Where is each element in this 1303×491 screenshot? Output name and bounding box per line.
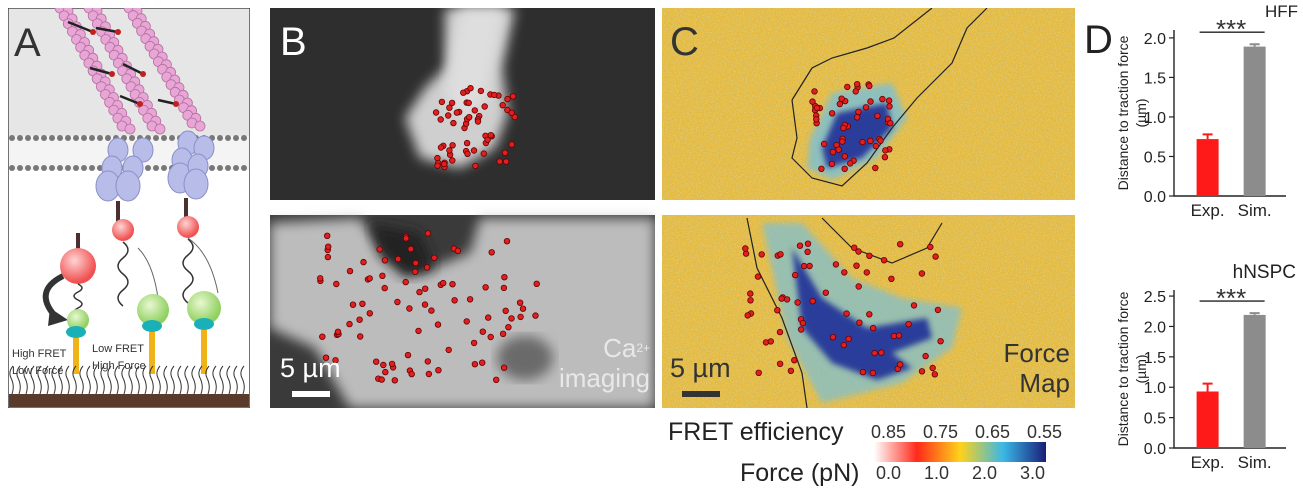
high-fret-line2: Low Force xyxy=(12,365,64,377)
colorbar-gradient xyxy=(874,442,1046,462)
scale-bar-label-c: 5 µm xyxy=(670,353,731,383)
calcium-caption-sup: 2+ xyxy=(636,341,650,355)
scale-bar-label-b: 5 µm xyxy=(280,353,341,383)
y-tick-label: 1.0 xyxy=(1144,110,1166,127)
category-label: Sim. xyxy=(1238,453,1272,472)
panel-letter-a: A xyxy=(14,21,41,65)
force-tick: 2.0 xyxy=(972,463,998,483)
bar-chart-hff: Distance to traction force (µm) 0.0 0.5 1.0 1… xyxy=(1106,0,1302,228)
chart-title: hNSPC xyxy=(1233,262,1296,283)
bar-exp xyxy=(1196,139,1219,196)
y-tick-label: 0.0 xyxy=(1144,441,1166,458)
error-bar xyxy=(1249,312,1260,315)
force-map-caption-line2: Map xyxy=(1019,368,1070,398)
error-bar xyxy=(1249,43,1260,47)
panel-letter-c: C xyxy=(670,20,699,64)
calcium-caption-line2: imaging xyxy=(558,363,650,393)
error-bar xyxy=(1202,133,1213,140)
force-tick: 0.0 xyxy=(876,463,902,483)
panel-a: A High FRET Low Force Low FRET High Forc… xyxy=(8,8,250,408)
bar-chart-hnspc: Distance to traction force (µm) 0.0 0.5 1.0 1… xyxy=(1106,252,1302,488)
y-tick-label: 2.0 xyxy=(1144,31,1166,48)
bar-exp xyxy=(1196,391,1219,448)
panel-letter-b: B xyxy=(280,20,307,64)
y-tick-label: 2.0 xyxy=(1144,319,1166,336)
high-fret-label: High FRET Low Force xyxy=(12,346,66,380)
category-label: Sim. xyxy=(1238,201,1272,220)
integrin-schematic xyxy=(8,8,250,408)
low-fret-line2: High Force xyxy=(92,360,146,372)
category-label: Exp. xyxy=(1191,201,1225,220)
y-tick-label: 1.0 xyxy=(1144,380,1166,397)
low-fret-label: Low FRET High Force xyxy=(92,341,146,375)
bar-sim xyxy=(1243,46,1266,196)
force-map-caption: Force Map xyxy=(962,338,1070,398)
calcium-caption: Ca2+ imaging xyxy=(538,333,650,393)
y-tick-label: 2.5 xyxy=(1144,289,1166,306)
fret-ticks: 0.85 0.75 0.65 0.55 xyxy=(871,422,1071,442)
fret-efficiency-label: FRET efficiency xyxy=(668,418,844,446)
force-tick: 3.0 xyxy=(1020,463,1046,483)
panel-b: B 5 µm Ca2+ imaging xyxy=(270,8,655,408)
y-axis-label: Distance to traction force (µm) xyxy=(1115,291,1149,446)
force-map-micrographs xyxy=(662,8,1075,408)
fret-tick: 0.65 xyxy=(975,422,1011,442)
y-tick-label: 0.0 xyxy=(1144,189,1166,206)
y-tick-label: 1.5 xyxy=(1144,70,1166,87)
force-map-caption-line1: Force xyxy=(1003,338,1070,368)
low-fret-line1: Low FRET xyxy=(92,343,144,355)
fret-tick: 0.55 xyxy=(1027,422,1063,442)
panel-letter-d: D xyxy=(1084,18,1113,62)
calcium-imaging-micrographs xyxy=(270,8,655,408)
y-tick-label: 1.5 xyxy=(1144,350,1166,367)
y-axis-label: Distance to traction force (µm) xyxy=(1115,35,1149,190)
significance-stars: *** xyxy=(1216,283,1246,313)
force-tick: 1.0 xyxy=(924,463,950,483)
colorbar-legend: FRET efficiency Force (pN) 0.85 0.75 0.6… xyxy=(662,416,1082,487)
significance-stars: *** xyxy=(1216,14,1246,44)
force-ticks: 0.0 1.0 2.0 3.0 xyxy=(876,463,1076,483)
axes xyxy=(1173,290,1286,449)
force-label: Force (pN) xyxy=(740,459,860,487)
bar-sim xyxy=(1243,314,1266,448)
chart-title: HFF xyxy=(1265,2,1298,21)
axes xyxy=(1173,30,1286,197)
error-bar xyxy=(1202,382,1213,392)
high-fret-line1: High FRET xyxy=(12,348,67,360)
y-tick-label: 0.5 xyxy=(1144,411,1166,428)
calcium-caption-line1: Ca xyxy=(603,333,637,363)
fret-tick: 0.75 xyxy=(923,422,959,442)
y-tick-label: 0.5 xyxy=(1144,149,1166,166)
fret-tick: 0.85 xyxy=(871,422,907,442)
category-label: Exp. xyxy=(1191,453,1225,472)
panel-c: C 5 µm Force Map xyxy=(662,8,1075,408)
